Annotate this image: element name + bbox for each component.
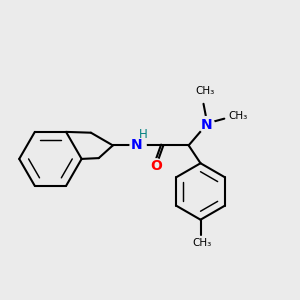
Text: CH₃: CH₃: [195, 86, 214, 96]
Text: O: O: [150, 159, 162, 173]
Circle shape: [130, 137, 146, 153]
Circle shape: [198, 117, 214, 133]
Text: N: N: [131, 138, 142, 152]
Text: CH₃: CH₃: [229, 111, 248, 121]
Text: CH₃: CH₃: [192, 238, 212, 248]
Circle shape: [148, 159, 164, 174]
Text: N: N: [201, 118, 212, 132]
Text: H: H: [139, 128, 148, 141]
